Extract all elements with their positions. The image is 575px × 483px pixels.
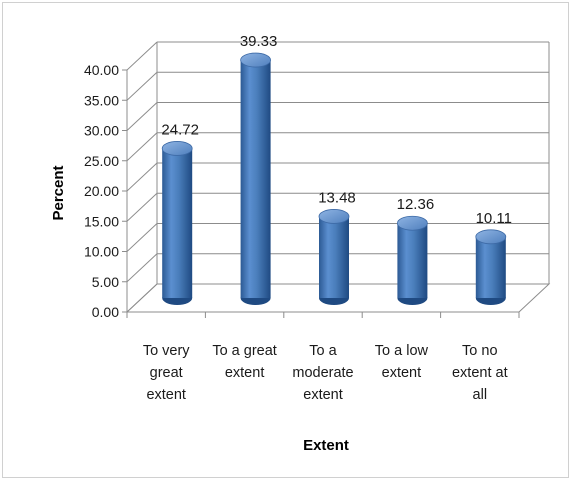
side-gridline — [126, 71, 158, 101]
category-label-line: extent at — [452, 365, 508, 381]
data-label: 12.36 — [397, 196, 435, 213]
side-gridline — [126, 41, 158, 71]
y-tick-label: 20.00 — [84, 183, 119, 199]
y-tick-label: 25.00 — [84, 153, 119, 169]
bar — [475, 229, 507, 305]
bar-layer — [161, 52, 507, 305]
category-label-line: extent — [303, 387, 343, 403]
floor — [125, 283, 551, 313]
category-label-line: all — [473, 387, 488, 403]
data-label: 10.11 — [476, 210, 512, 227]
y-tick-label: 40.00 — [84, 62, 119, 78]
label-layer: 0.00 5.00 10.00 15.00 20.00 25.00 30.00 35.00 40… — [84, 33, 512, 403]
bar — [240, 52, 272, 305]
bar — [318, 209, 350, 305]
bar-chart: 0.00 5.00 10.00 15.00 20.00 25.00 30.00 35.00 40… — [50, 33, 551, 454]
y-tick-label: 10.00 — [84, 244, 119, 260]
bar-cap — [396, 215, 428, 231]
category-label: To a great extent — [212, 343, 277, 381]
side-gridline — [126, 253, 158, 283]
category-label-line: extent — [146, 387, 186, 403]
bar-body — [397, 223, 428, 298]
side-gridline — [126, 192, 158, 222]
category-label-line: To no — [462, 343, 497, 359]
category-label-line: To very — [143, 343, 190, 359]
side-gridline — [126, 132, 158, 162]
category-label: To a moderate extent — [292, 343, 353, 403]
y-tick-label: 0.00 — [92, 304, 119, 320]
bar — [396, 215, 428, 305]
y-tick-label: 30.00 — [84, 123, 119, 139]
bar — [161, 141, 193, 305]
category-label-line: To a — [309, 343, 337, 359]
category-label-line: To a great — [212, 343, 277, 359]
bar-cap — [475, 229, 507, 245]
bar-body — [319, 216, 349, 298]
side-gridline — [126, 162, 158, 192]
bar-cap — [240, 52, 272, 68]
category-label: To a low extent — [375, 343, 429, 381]
data-label: 13.48 — [318, 189, 356, 206]
side-gridline — [126, 102, 158, 131]
category-label-line: moderate — [292, 365, 353, 381]
category-label-line: extent — [225, 365, 265, 381]
x-axis-title: Extent — [303, 437, 349, 454]
y-tick-label: 15.00 — [84, 213, 119, 229]
y-tick-label: 35.00 — [84, 92, 119, 108]
category-label: To very great extent — [143, 343, 190, 403]
bar-body — [162, 148, 193, 298]
category-label-line: extent — [382, 365, 422, 381]
y-axis-title: Percent — [50, 165, 67, 220]
category-label-line: To a low — [375, 343, 429, 359]
data-label: 24.72 — [161, 121, 199, 138]
grid-layer — [125, 41, 551, 313]
y-tick-label: 5.00 — [92, 274, 119, 290]
bar-cap — [318, 209, 350, 224]
bar-cap — [161, 141, 193, 156]
chart-frame: 0.00 5.00 10.00 15.00 20.00 25.00 30.00 35.00 40… — [2, 2, 569, 478]
axis-layer — [122, 69, 520, 318]
category-label-line: great — [150, 365, 183, 381]
bar-body — [240, 60, 271, 299]
category-label: To no extent at all — [452, 343, 508, 403]
data-label: 39.33 — [240, 33, 278, 50]
side-gridline — [126, 223, 158, 252]
bar-body — [475, 236, 506, 298]
